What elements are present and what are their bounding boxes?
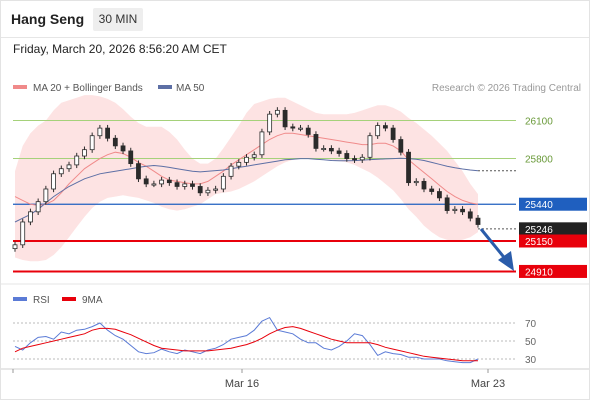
- candle-body: [244, 156, 249, 163]
- header-bar: Hang Seng 30 MIN: [1, 1, 589, 38]
- candle-body: [97, 127, 103, 137]
- price-label-box: [519, 197, 587, 211]
- candle-body: [398, 139, 404, 153]
- candle-body: [452, 208, 458, 211]
- price-label-box: [519, 234, 587, 248]
- price-label: 26100: [525, 117, 553, 128]
- candle-body: [89, 135, 95, 151]
- price-label-box: [519, 264, 587, 278]
- rsi-tick-label: 70: [525, 319, 537, 330]
- copyright-text: Research © 2026 Trading Central: [432, 83, 581, 94]
- rsi-tick-label: 30: [525, 355, 537, 366]
- candle-body: [159, 179, 165, 185]
- timestamp: Friday, March 20, 2026 8:56:20 AM CET: [13, 42, 227, 56]
- candle-body: [136, 163, 141, 180]
- price-label: 25440: [525, 200, 553, 211]
- bollinger-legend-label: MA 20 + Bollinger Bands: [33, 83, 143, 94]
- instrument-title: Hang Seng: [11, 11, 85, 27]
- candle-body: [105, 127, 110, 139]
- candle-body: [228, 165, 234, 177]
- candle-body: [43, 188, 49, 203]
- candle-body: [321, 148, 327, 151]
- candle-body: [120, 145, 126, 152]
- x-tick-label: Mar 23: [471, 378, 505, 390]
- candle-body: [460, 208, 465, 213]
- candle-body: [174, 182, 180, 187]
- candle-body: [28, 211, 33, 223]
- x-tick-label: Mar 16: [225, 378, 259, 390]
- candle-body: [421, 180, 427, 190]
- price-label: 24910: [525, 267, 553, 278]
- projection-arrowhead: [498, 251, 514, 271]
- candle-body: [58, 168, 64, 175]
- candle-body: [375, 125, 381, 137]
- candle-body: [290, 126, 296, 129]
- ma50-legend-swatch: [158, 85, 172, 89]
- rsi-legend-label: RSI: [33, 295, 50, 306]
- candle-body: [205, 189, 211, 194]
- rsi-ma-legend-swatch: [62, 297, 76, 301]
- candle-body: [51, 173, 56, 190]
- candle-body: [66, 164, 72, 170]
- rsi-line: [14, 316, 479, 364]
- rsi-ma-line: [14, 326, 478, 362]
- candle-body: [128, 150, 134, 165]
- price-label: 25246: [525, 225, 553, 236]
- candle-body: [382, 125, 388, 129]
- candle-body: [35, 201, 41, 213]
- candle-body: [220, 175, 226, 190]
- candle-body: [74, 155, 80, 166]
- candle-body: [367, 135, 373, 158]
- candle-body: [267, 113, 273, 133]
- candle-body: [259, 131, 265, 156]
- ma50-legend-label: MA 50: [176, 83, 205, 94]
- rsi-legend-swatch: [13, 297, 27, 301]
- candle-body: [251, 154, 257, 158]
- candle-body: [12, 244, 18, 250]
- price-label: 25150: [525, 237, 553, 248]
- candle-body: [151, 183, 157, 186]
- candle-body: [352, 158, 357, 161]
- candle-body: [197, 186, 203, 194]
- candle-body: [166, 179, 172, 184]
- candle-body: [444, 197, 450, 211]
- price-label-box: [519, 222, 587, 236]
- timeframe-button[interactable]: 30 MIN: [93, 8, 143, 31]
- candle-body: [429, 188, 435, 192]
- candle-body: [406, 151, 411, 184]
- candle-body: [236, 161, 242, 167]
- candle-body: [344, 153, 350, 159]
- candle-body: [305, 127, 311, 135]
- candle-body: [82, 149, 87, 157]
- candle-body: [437, 191, 442, 199]
- candle-body: [213, 188, 219, 191]
- candle-body: [20, 221, 26, 246]
- rsi-tick-label: 50: [525, 337, 537, 348]
- candle-body: [390, 127, 396, 140]
- candle-body: [143, 178, 149, 185]
- candle-body: [190, 183, 195, 187]
- ma50-line: [14, 157, 479, 223]
- candle-body: [359, 156, 365, 161]
- candle-body: [282, 109, 288, 128]
- candle-body: [313, 134, 319, 149]
- candle-body: [274, 109, 280, 115]
- candle-body: [328, 148, 334, 152]
- price-label: 25800: [525, 155, 553, 166]
- candle-body: [467, 211, 473, 219]
- candle-body: [413, 180, 419, 184]
- candle-body: [112, 137, 118, 147]
- bollinger-legend-swatch: [13, 85, 27, 89]
- projection-arrow: [479, 228, 509, 262]
- candle-body: [336, 150, 342, 154]
- candle-body: [475, 217, 481, 225]
- bollinger-band: [15, 95, 478, 262]
- candle-body: [182, 183, 188, 187]
- rsi-ma-legend-label: 9MA: [82, 295, 103, 306]
- candle-body: [298, 127, 303, 130]
